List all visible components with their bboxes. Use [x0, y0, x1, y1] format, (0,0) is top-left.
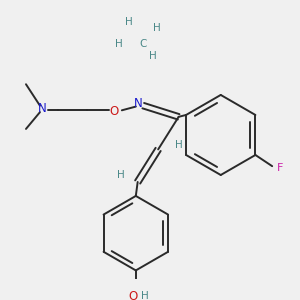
Text: C: C: [140, 39, 147, 49]
Text: H: H: [116, 39, 123, 49]
Text: H: H: [153, 23, 160, 33]
Text: F: F: [276, 163, 283, 173]
Text: N: N: [134, 97, 143, 110]
Text: H: H: [117, 169, 125, 179]
Text: H: H: [125, 17, 133, 27]
Text: O: O: [128, 290, 138, 300]
Text: H: H: [149, 51, 157, 61]
Text: H: H: [141, 292, 149, 300]
Text: H: H: [175, 140, 182, 150]
Text: N: N: [38, 102, 46, 115]
Text: O: O: [110, 105, 119, 118]
